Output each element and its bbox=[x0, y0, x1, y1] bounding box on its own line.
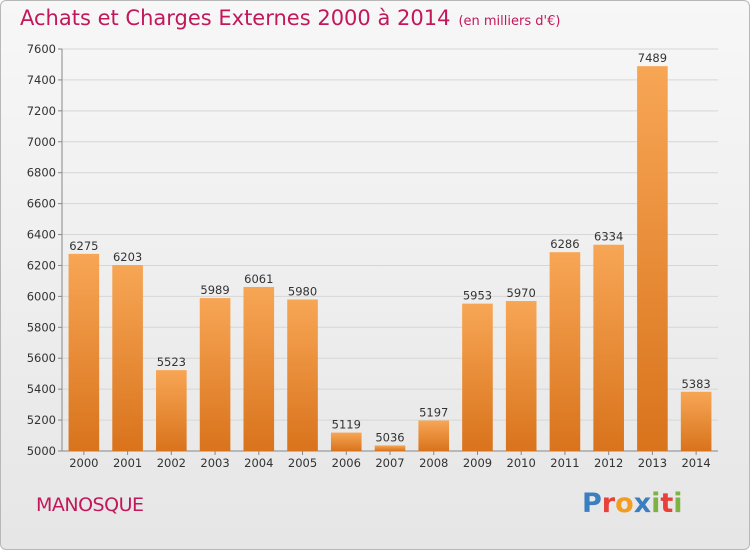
bar bbox=[505, 301, 537, 451]
bar bbox=[637, 66, 668, 452]
x-tick-label: 2012 bbox=[594, 456, 623, 470]
y-tick-label: 5400 bbox=[27, 382, 56, 396]
data-labels: 6275 6203 5523 5989 6061 5980 5119 5036 5197 5953… bbox=[69, 51, 711, 444]
proxiti-logo: Proxiti bbox=[582, 488, 683, 519]
x-tick-label: 2010 bbox=[507, 456, 536, 470]
x-tick-label: 2000 bbox=[69, 456, 98, 470]
logo-letter: P bbox=[582, 488, 602, 519]
logo-letter: t bbox=[660, 488, 674, 519]
bar-value-label: 7489 bbox=[638, 51, 667, 65]
bar-value-label: 5989 bbox=[200, 283, 229, 297]
logo-letter: i bbox=[651, 488, 661, 519]
bar bbox=[199, 298, 231, 451]
chart-title-text: Achats et Charges Externes 2000 à 2014 bbox=[20, 6, 451, 30]
x-tick-label: 2003 bbox=[200, 456, 229, 470]
bar bbox=[593, 244, 624, 451]
logo-letter: i bbox=[673, 488, 683, 519]
bar bbox=[156, 370, 187, 451]
x-tick-label: 2002 bbox=[157, 456, 186, 470]
x-tick-label: 2011 bbox=[550, 456, 579, 470]
x-tick-label: 2013 bbox=[638, 456, 667, 470]
logo-letter: o bbox=[615, 488, 634, 519]
y-tick-label: 6200 bbox=[27, 258, 56, 272]
y-tick-label: 7200 bbox=[27, 104, 56, 118]
x-tick-label: 2006 bbox=[332, 456, 361, 470]
bar-value-label: 6334 bbox=[594, 230, 623, 244]
bar-value-label: 6203 bbox=[113, 250, 142, 264]
x-tick-label: 2007 bbox=[375, 456, 404, 470]
y-tick-label: 7000 bbox=[27, 135, 56, 149]
bar bbox=[680, 391, 712, 451]
y-tick-label: 6800 bbox=[27, 166, 56, 180]
bar bbox=[112, 264, 143, 451]
bar bbox=[549, 252, 581, 451]
y-tick-label: 5600 bbox=[27, 351, 56, 365]
bar bbox=[462, 303, 493, 451]
bars bbox=[68, 66, 712, 452]
x-tick-label: 2001 bbox=[113, 456, 142, 470]
bar bbox=[330, 432, 362, 451]
bar-value-label: 5197 bbox=[419, 406, 448, 420]
bar-value-label: 6061 bbox=[244, 272, 273, 286]
x-tick-label: 2005 bbox=[288, 456, 317, 470]
bar bbox=[287, 299, 318, 451]
bar-value-label: 5036 bbox=[375, 430, 404, 444]
bar-value-label: 5119 bbox=[332, 418, 361, 432]
logo-letter: r bbox=[601, 488, 616, 519]
city-name: MANOSQUE bbox=[36, 494, 144, 516]
bar bbox=[243, 286, 275, 451]
bar-value-label: 5383 bbox=[681, 377, 710, 391]
bar-value-label: 5980 bbox=[288, 284, 317, 298]
y-tick-label: 5800 bbox=[27, 320, 56, 334]
bar-value-label: 6286 bbox=[550, 237, 579, 251]
bar bbox=[418, 420, 450, 451]
y-tick-label: 5200 bbox=[27, 413, 56, 427]
y-tick-label: 6400 bbox=[27, 228, 56, 242]
bar-value-label: 5970 bbox=[507, 286, 536, 300]
y-tick-label: 7600 bbox=[27, 42, 56, 56]
y-tick-label: 7400 bbox=[27, 73, 56, 87]
bar bbox=[68, 253, 100, 451]
y-tick-label: 6000 bbox=[27, 289, 56, 303]
bar-value-label: 5953 bbox=[463, 289, 492, 303]
x-tick-label: 2008 bbox=[419, 456, 448, 470]
bar bbox=[374, 445, 406, 451]
bar-value-label: 6275 bbox=[69, 239, 98, 253]
chart-subtitle: (en milliers d'€) bbox=[458, 14, 561, 29]
chart-title: Achats et Charges Externes 2000 à 2014 (e… bbox=[20, 6, 560, 30]
logo-letter: x bbox=[633, 488, 652, 519]
axes: 5000 5200 5400 5600 5800 6000 6200 6400 6600 6800… bbox=[27, 42, 718, 470]
y-tick-label: 5000 bbox=[27, 444, 56, 458]
x-tick-label: 2009 bbox=[463, 456, 492, 470]
y-tick-label: 6600 bbox=[27, 197, 56, 211]
bar-value-label: 5523 bbox=[157, 355, 186, 369]
x-tick-label: 2014 bbox=[681, 456, 710, 470]
x-tick-label: 2004 bbox=[244, 456, 273, 470]
